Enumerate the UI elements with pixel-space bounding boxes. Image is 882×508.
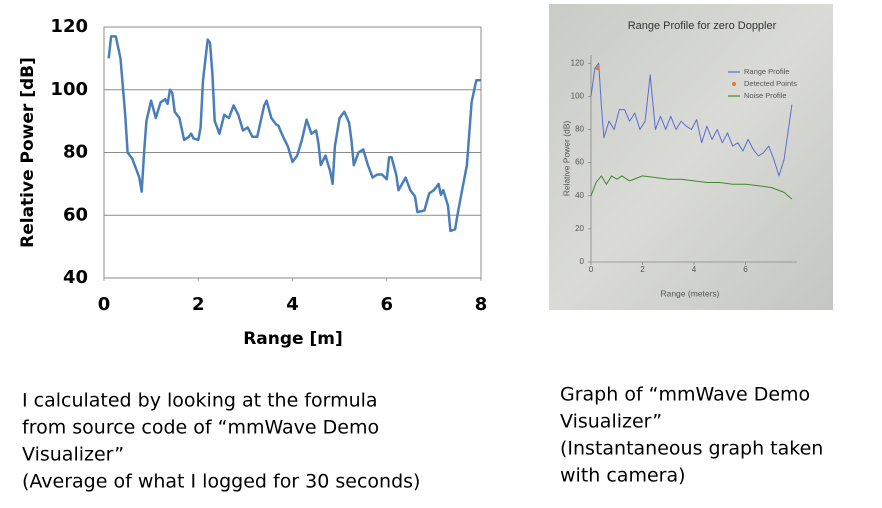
caption-line: (Average of what I logged for 30 seconds…: [22, 471, 420, 493]
x-tick-label: 4: [692, 265, 697, 274]
y-tick-label: 60: [575, 158, 584, 167]
y-tick-label: 100: [571, 92, 585, 101]
caption-line: I calculated by looking at the formula: [22, 390, 378, 412]
x-tick-label: 4: [286, 294, 299, 315]
x-tick-label: 2: [640, 265, 645, 274]
series-line: [590, 175, 793, 200]
x-axis-title: Range (meters): [660, 288, 719, 298]
caption-line: Visualizer”: [22, 444, 124, 466]
series-line: [590, 62, 793, 177]
x-axis-title: Range [m]: [243, 329, 343, 349]
detected-point: [595, 66, 600, 71]
x-tick-label: 2: [192, 294, 205, 315]
caption-line: Visualizer”: [560, 411, 662, 433]
series-line: [107, 35, 481, 233]
legend-swatch: [732, 82, 736, 86]
y-tick-label: 120: [50, 16, 88, 37]
y-axis-title: Relative Power [dB]: [18, 57, 38, 248]
y-tick-label: 80: [63, 142, 88, 163]
x-tick-label: 8: [475, 294, 488, 315]
y-tick-label: 60: [63, 204, 88, 225]
chart-title: Range Profile for zero Doppler: [628, 20, 777, 32]
y-tick-label: 40: [63, 267, 88, 288]
legend-label: Range Profile: [744, 67, 789, 76]
y-tick-label: 120: [571, 58, 585, 67]
y-tick-label: 0: [580, 257, 585, 266]
plot-frame: [103, 26, 482, 279]
x-tick-label: 6: [743, 265, 748, 274]
caption-line: from source code of “mmWave Demo: [22, 417, 379, 439]
x-tick-label: 0: [589, 265, 594, 274]
y-axis-title: Relative Power (dB): [561, 121, 571, 197]
y-tick-label: 100: [50, 79, 88, 100]
y-tick-label: 80: [575, 125, 584, 134]
legend-label: Noise Profile: [744, 91, 787, 100]
caption-line: Graph of “mmWave Demo: [560, 384, 810, 406]
x-tick-label: 6: [380, 294, 393, 315]
photo: [549, 4, 833, 310]
caption-line: (Instantaneous graph taken: [560, 438, 823, 460]
legend-label: Detected Points: [744, 79, 797, 88]
caption-line: with camera): [560, 465, 686, 487]
y-tick-label: 20: [575, 224, 584, 233]
x-tick-label: 0: [98, 294, 111, 315]
y-tick-label: 40: [575, 191, 584, 200]
